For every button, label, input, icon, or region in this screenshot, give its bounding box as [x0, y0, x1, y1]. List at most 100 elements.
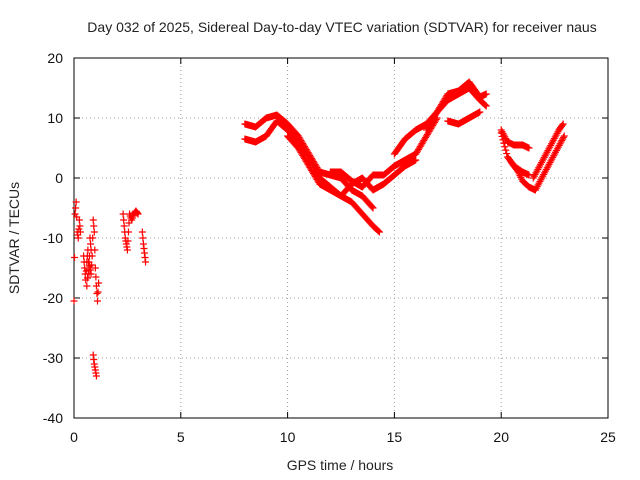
y-tick-label: -10	[43, 230, 63, 246]
data-point	[70, 297, 78, 305]
y-tick-label: 10	[47, 110, 63, 126]
y-axis-label: SDTVAR / TECUs	[6, 182, 22, 294]
data-point	[72, 198, 80, 206]
data-point	[81, 264, 89, 272]
data-point	[71, 210, 79, 218]
x-tick-label: 0	[70, 429, 78, 445]
series-s05	[119, 207, 142, 254]
x-axis: 0 5 10 15 20 25	[70, 58, 616, 445]
x-tick-label: 25	[600, 429, 616, 445]
series-s01	[70, 198, 84, 305]
data-point	[74, 234, 82, 242]
data-point	[92, 273, 100, 281]
data-point	[76, 222, 84, 230]
data-point	[375, 228, 383, 236]
y-axis: -40 -30 -20 -10 0 10 20	[43, 50, 608, 426]
series-s16	[508, 159, 539, 194]
data-point	[139, 234, 147, 242]
series-s03	[83, 216, 103, 305]
y-tick-label: -30	[43, 350, 63, 366]
chart-title: Day 032 of 2025, Sidereal Day-to-day VTE…	[87, 19, 596, 35]
series-s04	[89, 351, 100, 380]
data-series	[70, 78, 568, 380]
data-point	[476, 108, 484, 116]
data-point	[90, 222, 98, 230]
data-point	[91, 246, 99, 254]
data-point	[559, 134, 567, 141]
series-s06	[138, 228, 150, 266]
data-point	[557, 138, 565, 146]
data-point	[92, 372, 100, 380]
data-point	[124, 237, 132, 245]
data-point	[86, 266, 94, 274]
data-point	[120, 222, 128, 230]
series-s13	[444, 108, 484, 128]
data-point	[95, 279, 103, 287]
data-point	[120, 216, 128, 224]
x-tick-label: 15	[387, 429, 403, 445]
data-point	[559, 135, 567, 143]
data-point	[375, 227, 383, 235]
data-point	[88, 261, 96, 269]
x-axis-label: GPS time / hours	[287, 457, 394, 473]
data-point	[83, 282, 91, 290]
data-point	[90, 228, 98, 236]
y-tick-label: 20	[47, 50, 63, 66]
data-point	[93, 297, 101, 305]
data-point	[119, 210, 127, 218]
data-point	[88, 252, 96, 260]
y-tick-label: -40	[43, 410, 63, 426]
x-tick-label: 20	[493, 429, 509, 445]
data-point	[525, 171, 533, 179]
data-point	[499, 136, 507, 144]
data-point	[75, 225, 83, 233]
data-point	[76, 228, 84, 236]
data-point	[368, 203, 376, 211]
series-s10	[326, 114, 441, 191]
data-point	[500, 139, 508, 147]
data-point	[412, 156, 420, 164]
series-s18	[531, 132, 568, 194]
data-point	[91, 264, 99, 272]
data-point	[133, 209, 141, 217]
series-s17	[529, 120, 567, 182]
data-point	[559, 120, 567, 128]
series-s09	[284, 132, 420, 200]
data-point	[482, 90, 490, 98]
data-point	[481, 101, 489, 109]
grid	[74, 58, 608, 418]
data-point	[497, 129, 505, 137]
data-point	[89, 216, 97, 224]
data-point	[124, 228, 132, 236]
data-point	[556, 140, 564, 148]
data-point	[72, 204, 80, 212]
data-point	[502, 146, 510, 154]
x-tick-label: 5	[177, 429, 185, 445]
series-s12	[422, 78, 490, 134]
data-point	[87, 240, 95, 248]
data-point	[75, 216, 83, 224]
series-s07	[241, 111, 377, 212]
data-point	[501, 143, 509, 151]
data-point	[558, 121, 566, 129]
data-point	[87, 270, 95, 278]
data-point	[94, 288, 102, 296]
y-tick-label: -20	[43, 290, 63, 306]
data-point	[482, 102, 490, 110]
data-point	[560, 132, 568, 140]
data-point	[71, 254, 79, 261]
y-tick-label: 0	[55, 170, 63, 186]
data-point	[369, 204, 377, 212]
series-s11	[390, 84, 490, 158]
data-point	[498, 132, 506, 140]
x-tick-label: 10	[280, 429, 296, 445]
data-point	[123, 246, 131, 254]
data-point	[89, 234, 97, 242]
series-s14	[497, 126, 533, 152]
data-point	[525, 144, 533, 152]
data-point	[558, 137, 566, 144]
data-point	[134, 210, 142, 218]
data-point	[93, 290, 101, 297]
data-point	[84, 274, 92, 282]
